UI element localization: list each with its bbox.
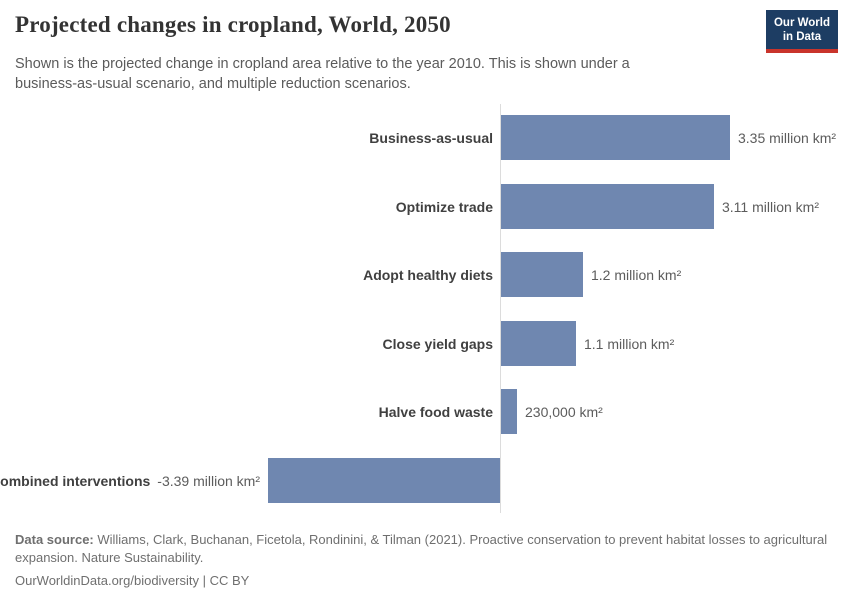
bar-adopt-healthy-diets[interactable] xyxy=(501,252,583,297)
bar-halve-food-waste[interactable] xyxy=(501,389,517,434)
page-title: Projected changes in cropland, World, 20… xyxy=(15,12,451,37)
bar-business-as-usual[interactable] xyxy=(501,115,730,160)
value-label: 1.1 million km² xyxy=(584,335,675,352)
data-source: Data source: Williams, Clark, Buchanan, … xyxy=(15,531,835,567)
category-label-halve-food-waste: Halve food waste xyxy=(378,403,493,420)
owid-logo-line1: Our World xyxy=(773,17,830,29)
zero-axis-line xyxy=(500,104,501,513)
bar-optimize-trade[interactable] xyxy=(501,184,714,229)
value-label: 1.2 million km² xyxy=(591,266,682,283)
chart-subtitle: Shown is the projected change in croplan… xyxy=(15,56,630,92)
chart-footer: Data source: Williams, Clark, Buchanan, … xyxy=(15,531,835,591)
footer-link[interactable]: OurWorldinData.org/biodiversity | CC BY xyxy=(15,573,250,589)
category-label-optimize-trade: Optimize trade xyxy=(395,198,493,215)
value-label: 3.35 million km² xyxy=(738,129,837,146)
data-source-label: Data source: xyxy=(15,532,94,547)
value-label: -3.39 million km² xyxy=(157,472,260,489)
value-label: 230,000 km² xyxy=(525,403,603,420)
category-label-text: Combined interventions xyxy=(0,472,151,489)
owid-logo[interactable]: Our World in Data xyxy=(765,10,838,53)
bar-combined-interventions[interactable] xyxy=(268,458,500,503)
category-label-combined-interventions: Combined interventions -3.39 million km² xyxy=(0,458,260,503)
category-label-business-as-usual: Business-as-usual xyxy=(369,129,493,146)
category-label-close-yield-gaps: Close yield gaps xyxy=(382,335,493,352)
bar-close-yield-gaps[interactable] xyxy=(501,321,576,366)
category-label-adopt-healthy-diets: Adopt healthy diets xyxy=(363,266,493,283)
value-label: 3.11 million km² xyxy=(722,198,819,215)
owid-logo-line2: in Data xyxy=(782,31,822,44)
data-source-text: Williams, Clark, Buchanan, Ficetola, Ron… xyxy=(15,532,828,566)
